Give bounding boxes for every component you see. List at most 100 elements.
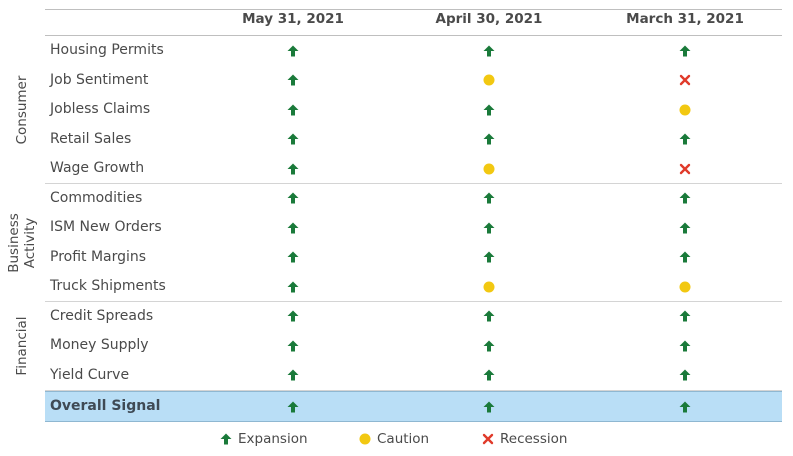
red-x-icon — [679, 163, 691, 174]
table-row: Jobless Claims — [45, 95, 782, 124]
up-arrow-icon — [287, 163, 299, 174]
up-arrow-icon — [483, 369, 495, 381]
indicator-label: Housing Permits — [50, 42, 164, 58]
signal-cell-expansion — [273, 331, 313, 360]
up-arrow-icon — [287, 310, 299, 322]
signal-cell-caution — [469, 66, 509, 95]
signal-cell-expansion — [273, 154, 313, 183]
red-x-icon — [482, 433, 494, 445]
indicator-label: Wage Growth — [50, 160, 145, 176]
up-arrow-icon — [483, 192, 495, 204]
up-arrow-icon — [679, 401, 691, 412]
up-arrow-icon — [679, 369, 691, 381]
overall-signal-label: Overall Signal — [50, 398, 161, 414]
up-arrow-icon — [483, 251, 495, 263]
signal-cell-recession — [665, 66, 705, 95]
up-arrow-icon — [679, 251, 691, 263]
signal-cell-expansion — [469, 125, 509, 154]
table-row: Retail Sales — [45, 125, 782, 154]
legend-label: Expansion — [238, 431, 308, 447]
signal-cell-expansion — [273, 361, 313, 390]
signal-cell-expansion — [665, 184, 705, 213]
up-arrow-icon — [483, 340, 495, 351]
up-arrow-icon — [679, 222, 691, 233]
up-arrow-icon — [287, 281, 299, 292]
signal-cell-expansion — [469, 95, 509, 124]
table-row: ISM New Orders — [45, 213, 782, 242]
group-label-line: Activity — [22, 217, 38, 268]
legend-item-caution: Caution — [359, 430, 429, 448]
indicator-label: Jobless Claims — [50, 101, 151, 117]
yellow-dot-icon — [679, 281, 691, 292]
up-arrow-icon — [483, 45, 495, 56]
signal-cell-recession — [665, 154, 705, 183]
up-arrow-icon — [287, 45, 299, 56]
group-label: Financial — [14, 316, 30, 376]
legend-item-expansion: Expansion — [220, 430, 308, 448]
yellow-dot-icon — [679, 104, 691, 115]
table-row: Commodities — [45, 184, 782, 213]
header-rule — [45, 35, 782, 36]
group-separator — [45, 183, 782, 184]
up-arrow-icon — [287, 401, 299, 412]
table-row: Housing Permits — [45, 36, 782, 65]
signal-cell-expansion — [273, 392, 313, 421]
up-arrow-icon — [287, 222, 299, 233]
column-header: March 31, 2021 — [626, 11, 744, 27]
up-arrow-icon — [679, 340, 691, 351]
red-x-icon — [482, 433, 494, 445]
signal-cell-expansion — [469, 184, 509, 213]
up-arrow-icon — [287, 251, 299, 263]
table-top-rule — [45, 9, 782, 10]
signal-cell-expansion — [665, 243, 705, 272]
signal-cell-expansion — [469, 213, 509, 242]
group-label: Business Activity — [6, 188, 38, 298]
group-label-line: Business — [6, 212, 22, 273]
up-arrow-icon — [679, 310, 691, 322]
group-separator — [45, 389, 782, 391]
up-arrow-icon — [287, 340, 299, 351]
signal-cell-expansion — [273, 243, 313, 272]
legend-item-recession: Recession — [482, 430, 567, 448]
signal-cell-expansion — [469, 361, 509, 390]
up-arrow-icon — [679, 133, 691, 145]
signal-cell-expansion — [665, 392, 705, 421]
up-arrow-icon — [220, 433, 232, 445]
up-arrow-icon — [679, 192, 691, 204]
up-arrow-icon — [287, 74, 299, 86]
red-x-icon — [679, 74, 691, 86]
column-header: April 30, 2021 — [435, 11, 543, 27]
signal-cell-expansion — [273, 95, 313, 124]
up-arrow-icon — [287, 133, 299, 145]
yellow-dot-icon — [359, 433, 371, 445]
table-row: Job Sentiment — [45, 66, 782, 95]
indicator-label: ISM New Orders — [50, 219, 162, 235]
signal-cell-expansion — [469, 331, 509, 360]
up-arrow-icon — [287, 192, 299, 204]
signal-cell-expansion — [273, 272, 313, 301]
signal-cell-caution — [469, 272, 509, 301]
legend-label: Caution — [377, 431, 430, 447]
indicator-label: Job Sentiment — [50, 71, 149, 88]
indicator-label: Yield Curve — [50, 366, 130, 383]
yellow-dot-icon — [483, 74, 495, 86]
indicator-label: Credit Spreads — [50, 307, 154, 324]
column-header: May 31, 2021 — [242, 11, 344, 27]
signal-cell-expansion — [665, 361, 705, 390]
signal-cell-expansion — [665, 213, 705, 242]
indicator-label: Profit Margins — [50, 248, 147, 265]
table-row: Wage Growth — [45, 154, 782, 183]
signal-cell-expansion — [665, 302, 705, 331]
yellow-dot-icon — [483, 163, 495, 174]
up-arrow-icon — [679, 45, 691, 56]
up-arrow-icon — [483, 222, 495, 233]
up-arrow-icon — [220, 433, 232, 445]
table-row: Truck Shipments — [45, 272, 782, 301]
signal-cell-expansion — [273, 36, 313, 65]
table-row: Profit Margins — [45, 243, 782, 272]
up-arrow-icon — [483, 401, 495, 412]
signal-cell-expansion — [273, 302, 313, 331]
signal-cell-expansion — [665, 125, 705, 154]
up-arrow-icon — [483, 133, 495, 145]
up-arrow-icon — [287, 369, 299, 381]
